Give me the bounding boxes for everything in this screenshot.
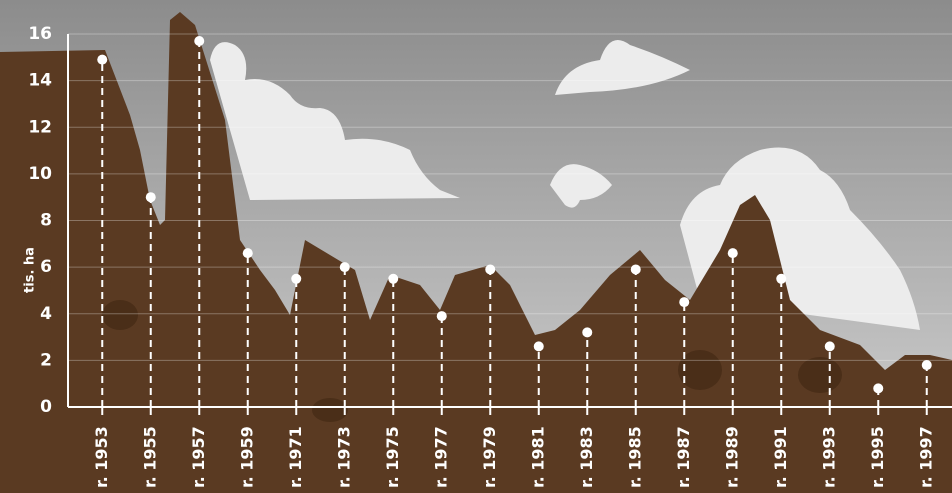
marker (194, 35, 205, 46)
marker (824, 341, 835, 352)
x-tick-label: r. 1993 (819, 426, 838, 488)
marker (921, 360, 932, 371)
marker (533, 341, 544, 352)
x-tick-label: r. 1953 (92, 426, 111, 488)
marker (436, 311, 447, 322)
marker (873, 383, 884, 394)
x-tick-label: r. 1973 (334, 426, 353, 488)
marker (242, 248, 253, 259)
y-tick-label: 14 (28, 71, 52, 91)
marker (291, 273, 302, 284)
terrain-spots (102, 300, 842, 422)
marker (485, 264, 496, 275)
x-tick-label: r. 1995 (868, 426, 887, 488)
x-tick-label: r. 1981 (528, 426, 547, 488)
marker (582, 327, 593, 338)
x-tick-label: r. 1985 (625, 426, 644, 488)
y-tick-label: 0 (40, 397, 52, 417)
x-tick-label: r. 1987 (674, 426, 693, 488)
y-axis-label: tis. ha (23, 247, 38, 293)
x-tick-label: r. 1991 (771, 426, 790, 488)
y-tick-label: 4 (40, 304, 52, 324)
x-tick-label: r. 1959 (237, 426, 256, 488)
marker (679, 297, 690, 308)
marker (97, 54, 108, 65)
clouds (210, 40, 920, 330)
y-tick-label: 10 (28, 164, 52, 184)
y-tick-label: 8 (40, 211, 52, 231)
marker (776, 273, 787, 284)
x-tick-label: r. 1989 (722, 426, 741, 488)
x-tick-label: r. 1979 (480, 426, 499, 488)
x-tick-label: r. 1955 (140, 426, 159, 488)
y-tick-label: 12 (28, 117, 52, 137)
marker (630, 264, 641, 275)
marker (388, 273, 399, 284)
marker (145, 192, 156, 203)
y-tick-label: 2 (40, 350, 52, 370)
x-tick-label: r. 1983 (577, 426, 596, 488)
marker (727, 248, 738, 259)
x-tick-label: r. 1977 (431, 426, 450, 488)
marker (339, 262, 350, 273)
y-tick-label: 6 (40, 257, 52, 277)
x-tick-label: r. 1971 (286, 426, 305, 488)
x-tick-label: r. 1957 (189, 426, 208, 488)
y-tick-label: 16 (28, 24, 52, 44)
x-tick-label: r. 1997 (916, 426, 935, 488)
x-tick-label: r. 1975 (383, 426, 402, 488)
